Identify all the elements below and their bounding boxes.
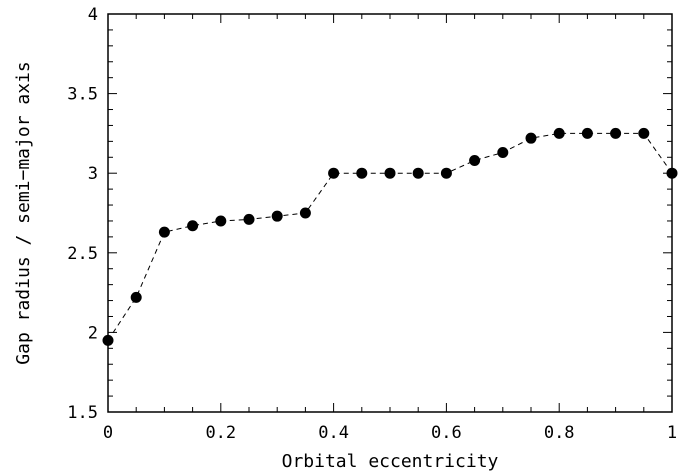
series-dashed-line (107, 132, 673, 341)
y-axis-label: Gap radius / semi−major axis (13, 61, 34, 364)
plot-frame (107, 13, 673, 413)
data-point (271, 210, 283, 222)
x-tick-label: 0.6 (431, 423, 462, 443)
data-points (102, 127, 678, 346)
data-point (102, 334, 114, 346)
y-tick-label: 1.5 (67, 403, 98, 423)
data-point (440, 167, 452, 179)
data-point (299, 207, 311, 219)
data-point (215, 215, 227, 227)
data-point (187, 220, 199, 232)
data-point (130, 291, 142, 303)
data-point (666, 167, 678, 179)
y-tick-label: 4 (88, 5, 98, 25)
x-tick-label: 0.2 (205, 423, 236, 443)
data-point (412, 167, 424, 179)
series-line (107, 132, 673, 341)
data-point (384, 167, 396, 179)
x-tick-label: 0.8 (544, 423, 575, 443)
data-point (610, 127, 622, 139)
data-point (243, 213, 255, 225)
x-tick-label: 0 (103, 423, 113, 443)
x-axis-label: Orbital eccentricity (282, 451, 499, 472)
data-point (638, 127, 650, 139)
data-point (469, 154, 481, 166)
data-point (581, 127, 593, 139)
data-point (553, 127, 565, 139)
data-point (328, 167, 340, 179)
data-point (356, 167, 368, 179)
data-point (497, 147, 509, 159)
y-tick-label: 2 (88, 323, 98, 343)
x-tick-label: 0.4 (318, 423, 349, 443)
y-tick-label: 3 (88, 164, 98, 184)
data-point (525, 132, 537, 144)
tick-labels: 0 0.2 0.4 0.6 0.8 1 1.5 2 2.5 3 3.5 4 (67, 5, 677, 443)
axis-ticks (107, 13, 673, 413)
y-tick-label: 3.5 (67, 85, 98, 105)
x-tick-label: 1 (667, 423, 677, 443)
y-tick-label: 2.5 (67, 244, 98, 264)
data-point (158, 226, 170, 238)
